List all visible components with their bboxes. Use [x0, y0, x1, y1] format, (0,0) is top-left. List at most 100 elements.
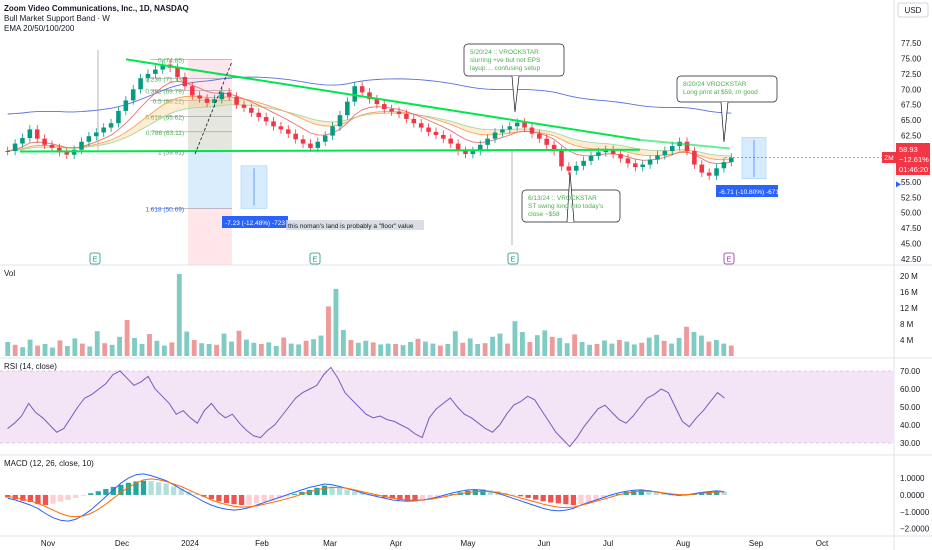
price-axis-marker	[896, 181, 901, 188]
price-axis-tick: 47.50	[901, 224, 922, 233]
volume-bar	[639, 342, 645, 356]
candle-body	[470, 151, 476, 155]
candle-body	[20, 138, 25, 144]
support-trendline[interactable]	[19, 148, 641, 153]
volume-bar	[482, 343, 488, 356]
macd-histogram-bar	[321, 485, 328, 495]
volume-bar	[661, 340, 667, 356]
volume-bar	[281, 337, 287, 356]
candle-body	[94, 132, 99, 137]
volume-bar	[64, 346, 70, 356]
volume-bar	[654, 334, 660, 356]
macd-histogram-bar	[646, 490, 652, 495]
candle-body	[529, 127, 535, 134]
volume-bar	[460, 342, 466, 356]
volume-bar	[117, 336, 123, 356]
candle-body	[57, 147, 62, 153]
volume-bar	[27, 339, 33, 356]
volume-bar	[385, 343, 391, 356]
volume-bar	[706, 341, 712, 356]
volume-bar	[527, 342, 533, 356]
volume-bar	[20, 347, 26, 356]
rsi-axis-tick: 50.00	[900, 403, 921, 412]
earnings-marker[interactable]	[309, 252, 321, 265]
volume-bar	[109, 344, 115, 356]
fib-level-label: 0.382 (69.79)	[145, 89, 184, 96]
volume-bar	[340, 330, 346, 356]
earnings-marker[interactable]	[507, 252, 519, 265]
candle-body	[64, 152, 70, 155]
measure-label: -6.71 (-10.80%) -671	[719, 189, 779, 196]
candle-body	[138, 78, 143, 90]
macd-histogram-bar	[585, 494, 592, 503]
candle-body	[573, 165, 579, 171]
earnings-marker[interactable]	[89, 252, 101, 265]
candle-body	[241, 104, 247, 108]
macd-histogram-bar	[42, 494, 49, 506]
price-axis-tick: 67.50	[901, 101, 922, 110]
macd-histogram-bar	[336, 487, 343, 495]
volume-bar	[691, 332, 697, 356]
time-axis-tick: 2024	[181, 539, 199, 548]
macd-histogram-bar	[276, 494, 282, 499]
candle-body	[396, 111, 402, 114]
callout-jun13-line: close ~$58	[528, 211, 560, 218]
macd-histogram-bar	[20, 494, 26, 501]
macd-histogram-bar	[261, 494, 267, 502]
volume-bar	[430, 343, 436, 356]
volume-bar	[79, 343, 85, 356]
price-axis-tick: 72.50	[901, 70, 922, 79]
candle-body	[86, 136, 92, 142]
macd-histogram-bar	[555, 494, 561, 504]
candle-body	[160, 64, 166, 70]
measure-label: -7.23 (-12.48%) -723	[225, 220, 285, 227]
candle-body	[219, 92, 225, 100]
candle-body	[285, 129, 291, 134]
earnings-marker[interactable]	[723, 252, 735, 265]
candle-body	[345, 101, 350, 116]
macd-histogram-bar	[216, 494, 222, 502]
volume-bar	[139, 344, 145, 356]
candle-body	[12, 143, 18, 151]
volume-bar	[549, 336, 555, 356]
volume-bar	[87, 346, 93, 356]
volume-bar	[355, 342, 361, 356]
fib-level-label: 0.236 (71.73)	[145, 77, 184, 84]
callout-may20-pointer	[511, 75, 520, 113]
descending-trendline[interactable]	[125, 58, 641, 141]
volume-bar	[616, 340, 622, 356]
rsi-axis-tick: 40.00	[900, 421, 921, 430]
volume-axis-tick: 12 M	[900, 304, 918, 313]
volume-bar	[475, 344, 481, 356]
candle-body	[640, 164, 645, 168]
candle-body	[300, 139, 306, 144]
volume-bar	[348, 340, 354, 356]
candle-body	[308, 143, 313, 148]
volume-bar	[266, 342, 272, 356]
price-axis-tick: 42.50	[901, 255, 922, 264]
volume-bar	[437, 345, 443, 356]
currency-selector[interactable]	[897, 2, 929, 18]
bar-countdown: 01:46:20	[899, 165, 928, 174]
rsi-axis-tick: 70.00	[900, 367, 921, 376]
volume-bar	[102, 343, 108, 356]
macd-histogram-bar	[171, 486, 177, 495]
candle-body	[234, 96, 239, 105]
candle-body	[522, 122, 527, 128]
callout-jun13-line: 6/13/24 :: VROCKSTAR	[528, 195, 597, 202]
indicator-ema-label: EMA 20/50/100/200	[4, 24, 75, 33]
candle-body	[381, 104, 387, 110]
candle-body	[189, 86, 195, 96]
candle-body	[411, 118, 417, 124]
candle-body	[367, 92, 372, 100]
macd-histogram-bar	[95, 491, 101, 495]
macd-histogram-bar	[88, 493, 94, 495]
volume-bar	[378, 344, 384, 356]
candle-body	[485, 138, 490, 145]
floor-note: this noman's land is probably a "floor" …	[288, 223, 414, 230]
candle-body	[655, 155, 660, 160]
